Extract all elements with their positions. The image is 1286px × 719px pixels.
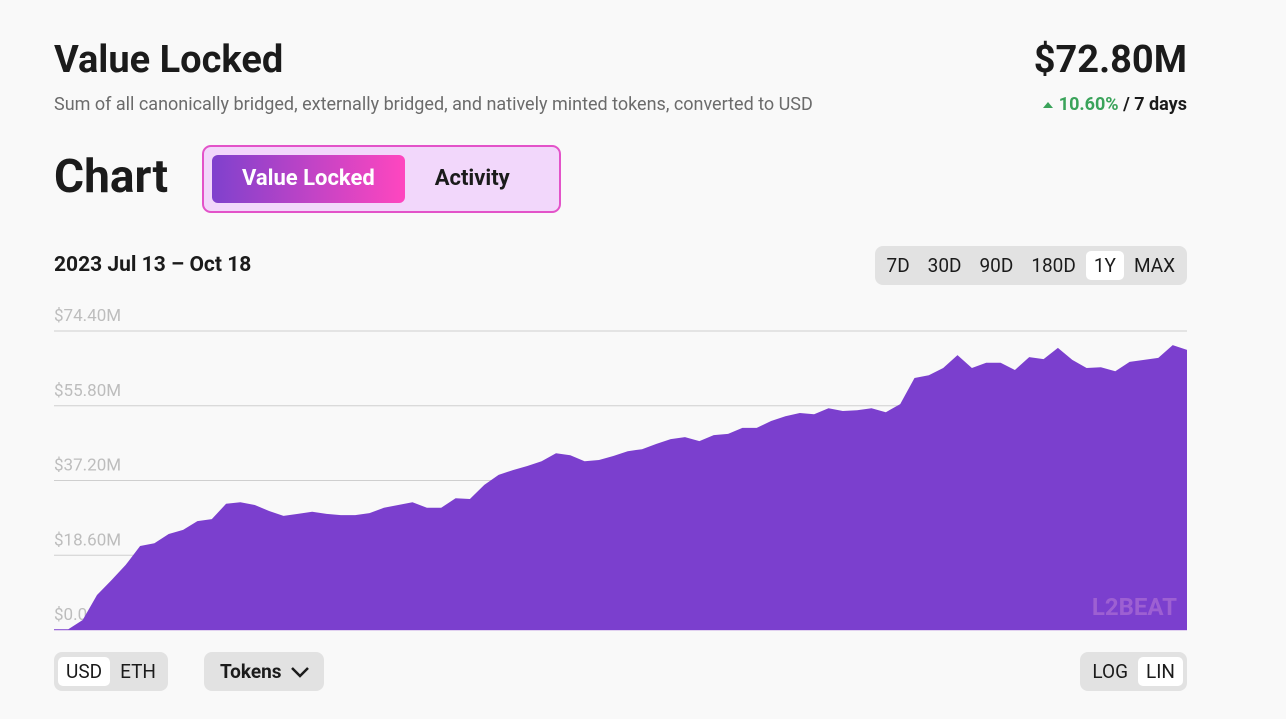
tab[interactable]: Activity (434, 166, 510, 191)
section-title: Chart (54, 150, 169, 204)
chevron (290, 666, 309, 678)
range-option[interactable]: 90D (979, 254, 1014, 277)
range-option[interactable]: 30D (927, 254, 962, 277)
scale-selector: LOG LIN (1080, 652, 1187, 691)
range-label: 2023 Jul 13 – Oct 18 (54, 253, 252, 277)
range-option[interactable]: 180D (1031, 254, 1076, 277)
change-row: 10.60% / 7 days (1042, 94, 1187, 115)
watermark: L2BEAT (1092, 593, 1177, 621)
period: / 7 days (1123, 94, 1187, 115)
tokens-label: Tokens (220, 660, 282, 683)
tokens-button[interactable]: Tokens (204, 652, 324, 691)
currency-option[interactable]: ETH (120, 660, 156, 683)
range-selector: 7D 30D 90D 180D 1Y MAX (874, 246, 1187, 285)
scale-option[interactable]: LIN (1138, 657, 1183, 686)
y-tick-label: $55.80M (54, 381, 121, 401)
up-arrow (1043, 102, 1054, 108)
y-tick-label: $74.40M (54, 306, 121, 326)
total-value: $72.80M (1033, 38, 1187, 82)
area (54, 345, 1187, 630)
y-tick-label: $18.60M (54, 530, 121, 550)
tab-switch: Value Locked Activity (202, 145, 561, 213)
change: 10.60% (1058, 94, 1119, 115)
scale-option[interactable]: LOG (1092, 660, 1129, 683)
subtitle: Sum of all canonically bridged, external… (54, 94, 813, 115)
range-option[interactable]: 1Y (1085, 251, 1124, 280)
tab[interactable]: Value Locked (212, 155, 405, 203)
currency-option[interactable]: USD (58, 657, 111, 686)
range-option[interactable]: 7D (886, 254, 910, 277)
range-option[interactable]: MAX (1133, 254, 1175, 277)
title: Value Locked (54, 38, 284, 82)
currency-selector: USD ETH (54, 652, 168, 691)
y-tick-label: $37.20M (54, 456, 121, 476)
